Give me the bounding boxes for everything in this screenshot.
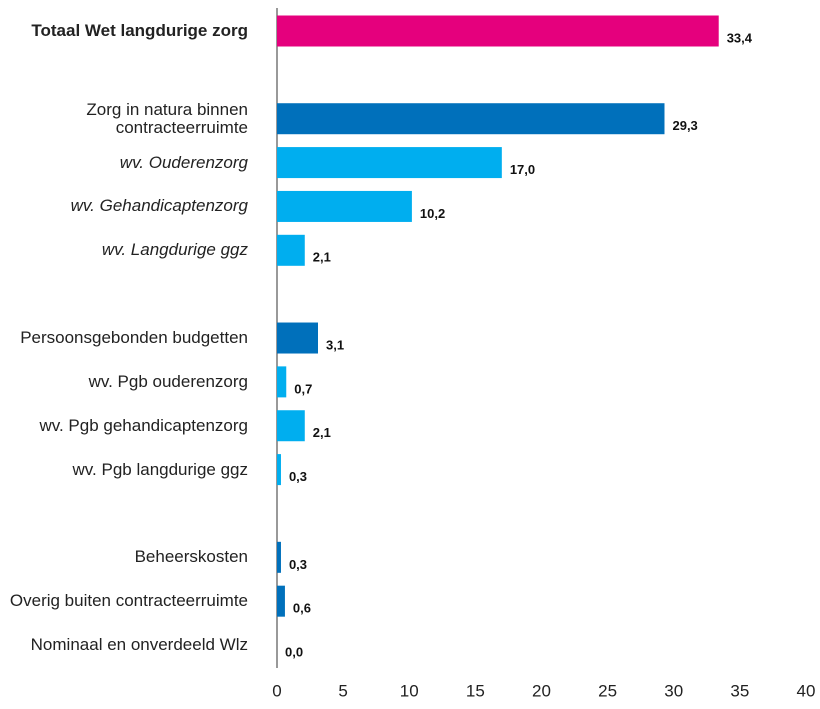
value-label: 0,7: [294, 381, 312, 396]
category-label: wv. Pgb ouderenzorg: [88, 371, 248, 391]
x-tick-label: 40: [797, 681, 816, 700]
value-label: 29,3: [672, 118, 697, 133]
bar: [277, 541, 281, 573]
value-label: 3,1: [326, 337, 344, 352]
category-label: wv. Pgb langdurige ggz: [72, 459, 248, 479]
category-label: Totaal Wet langdurige zorg: [31, 21, 248, 40]
bar: [277, 103, 665, 135]
x-tick-label: 20: [532, 681, 551, 700]
bar: [277, 585, 285, 617]
value-label: 10,2: [420, 206, 445, 221]
value-label: 2,1: [313, 250, 331, 265]
category-label: Persoonsgebonden budgetten: [20, 328, 248, 348]
value-label: 2,1: [313, 425, 331, 440]
bar: [277, 322, 318, 354]
x-tick-label: 5: [338, 681, 347, 700]
category-label: wv. Pgb gehandicaptenzorg: [39, 415, 248, 435]
category-label: wv. Langdurige ggz: [101, 240, 248, 260]
x-tick-label: 30: [664, 681, 683, 700]
category-label: Beheerskosten: [134, 547, 248, 567]
bar: [277, 366, 287, 398]
x-tick-label: 25: [598, 681, 617, 700]
category-label: Overig buiten contracteerruimte: [9, 591, 248, 611]
value-label: 17,0: [510, 162, 535, 177]
x-tick-label: 10: [400, 681, 419, 700]
bar: [277, 147, 502, 179]
category-label: wv. Gehandicaptenzorg: [70, 196, 248, 216]
value-label: 0,0: [285, 644, 303, 659]
bar: [277, 190, 412, 222]
x-tick-label: 0: [272, 681, 281, 700]
x-tick-label: 15: [466, 681, 485, 700]
value-label: 33,4: [727, 30, 753, 45]
x-tick-label: 35: [730, 681, 749, 700]
value-label: 0,3: [289, 469, 307, 484]
category-label: wv. Ouderenzorg: [119, 152, 248, 172]
bar: [277, 410, 305, 442]
bar: [277, 234, 305, 266]
value-label: 0,3: [289, 557, 307, 572]
category-label: Zorg in natura binnen contracteerruimte: [86, 99, 248, 137]
value-label: 0,6: [293, 601, 311, 616]
category-label: Nominaal en onverdeeld Wlz: [30, 635, 248, 655]
bar: [277, 454, 281, 486]
bar: [277, 15, 719, 47]
